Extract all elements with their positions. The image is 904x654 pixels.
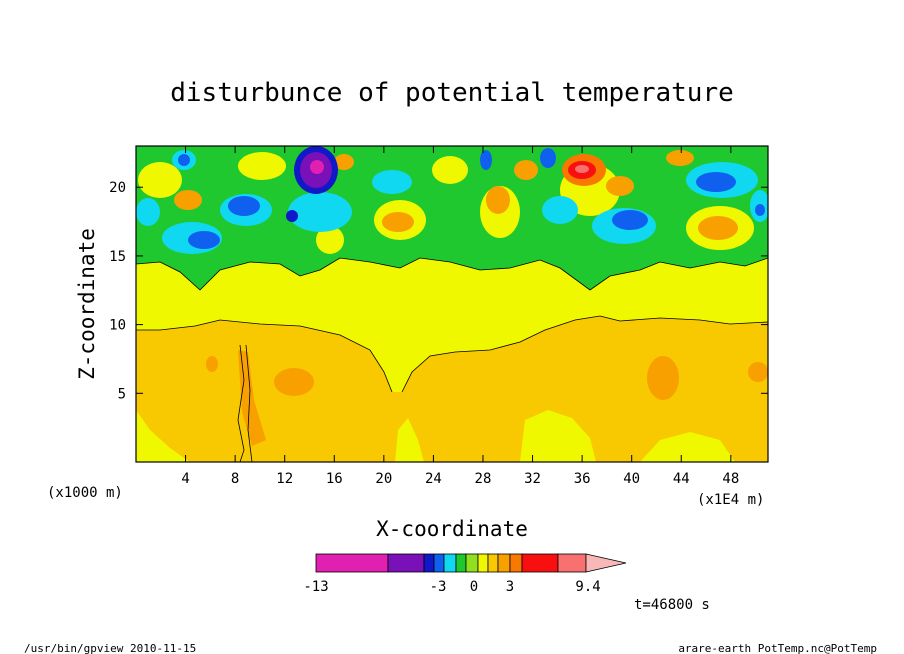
colorbar-swatch	[315, 553, 389, 573]
colorbar-swatch	[509, 553, 523, 573]
colorbar-tick-label: 3	[506, 579, 514, 595]
cyan-patch	[288, 192, 352, 232]
y-tick-label: 15	[109, 249, 126, 265]
orange-patch	[606, 176, 634, 196]
orange-patch	[486, 186, 510, 214]
colorbar-tick-label: -3	[430, 579, 447, 595]
x-tick-label: 8	[231, 471, 239, 487]
y-axis: 5 10 15 20	[109, 180, 768, 402]
y-tick-label: 20	[109, 180, 126, 196]
plot-frame	[135, 145, 769, 463]
blue-patch	[286, 210, 298, 222]
lower-yellow-patch	[395, 418, 424, 462]
orange-blob	[647, 356, 679, 400]
lower-yellow-patch	[136, 410, 190, 462]
y-axis-label: Z-coordinate	[75, 228, 99, 380]
colorbar-swatch	[455, 553, 467, 573]
orange-patch	[514, 160, 538, 180]
x-tick-label: 40	[623, 471, 640, 487]
blue-patch	[188, 231, 220, 249]
colorbar-swatch	[465, 553, 479, 573]
x-tick-label: 44	[673, 471, 690, 487]
orange-streak	[238, 350, 266, 446]
x-tick-label: 12	[276, 471, 293, 487]
blue-patch	[540, 148, 556, 168]
cold-anomaly	[310, 160, 324, 174]
x-unit-right: (x1E4 m)	[697, 492, 764, 508]
contour-line	[136, 257, 768, 291]
blue-patch	[228, 196, 260, 216]
cyan-patch	[542, 196, 578, 224]
colorbar	[315, 553, 627, 573]
chart-title: disturbunce of potential temperature	[170, 78, 734, 108]
x-tick-label: 16	[326, 471, 343, 487]
colorbar-tick-label: -13	[303, 579, 328, 595]
x-tick-label: 20	[375, 471, 392, 487]
colorbar-ticks: -13 -3 0 3 9.4	[303, 579, 600, 595]
x-tick-label: 28	[475, 471, 492, 487]
blue-patch	[612, 210, 648, 230]
footer-right: arare-earth_PotTemp.nc@PotTemp	[678, 642, 877, 654]
x-unit-left: (x1000 m)	[47, 485, 123, 501]
contour-line	[237, 344, 253, 462]
lower-yellow-patch	[520, 410, 596, 462]
yellow-patch	[138, 162, 182, 198]
lower-yellow-patch	[640, 432, 735, 462]
colorbar-tick-label: 0	[470, 579, 478, 595]
blue-patch	[696, 172, 736, 192]
blue-patch	[755, 204, 765, 216]
yellow-patch	[238, 152, 286, 180]
y-tick-label: 10	[109, 318, 126, 334]
orange-patch	[174, 190, 202, 210]
y-tick-label: 5	[118, 386, 126, 402]
x-tick-label: 4	[181, 471, 189, 487]
yellow-patch	[316, 226, 344, 254]
colorbar-swatch	[487, 553, 499, 573]
colorbar-swatch	[387, 553, 425, 573]
time-label: t=46800 s	[634, 597, 710, 613]
colorbar-swatch	[557, 553, 587, 573]
warm-anomaly	[575, 165, 589, 173]
x-tick-label: 24	[425, 471, 442, 487]
orange-blob	[206, 356, 218, 372]
contour-line	[136, 315, 768, 393]
blue-patch	[178, 154, 190, 166]
orange-blob	[274, 368, 314, 396]
blue-patch	[480, 150, 492, 170]
footer-left: /usr/bin/gpview 2010-11-15	[24, 642, 196, 654]
x-axis: 4 8 12 16 20 24 28 32 36 40 44 48	[181, 146, 739, 487]
x-axis-label: X-coordinate	[376, 517, 528, 541]
colorbar-swatch	[521, 553, 559, 573]
cyan-patch	[136, 198, 160, 226]
x-tick-label: 32	[524, 471, 541, 487]
x-tick-label: 36	[574, 471, 591, 487]
yellow-patch	[432, 156, 468, 184]
orange-patch	[698, 216, 738, 240]
colorbar-tick-label: 9.4	[575, 579, 600, 595]
orange-patch	[382, 212, 414, 232]
colorbar-swatch	[497, 553, 511, 573]
orange-patch	[334, 154, 354, 170]
orange-patch	[666, 150, 694, 166]
colorbar-swatch	[477, 553, 489, 573]
colorbar-arrow	[585, 553, 627, 573]
x-tick-label: 48	[722, 471, 739, 487]
colorbar-swatch	[423, 553, 435, 573]
cyan-patch	[372, 170, 412, 194]
colorbar-swatch	[433, 553, 445, 573]
colorbar-swatch	[443, 553, 457, 573]
orange-blob	[748, 362, 768, 382]
plot-area	[136, 146, 768, 462]
